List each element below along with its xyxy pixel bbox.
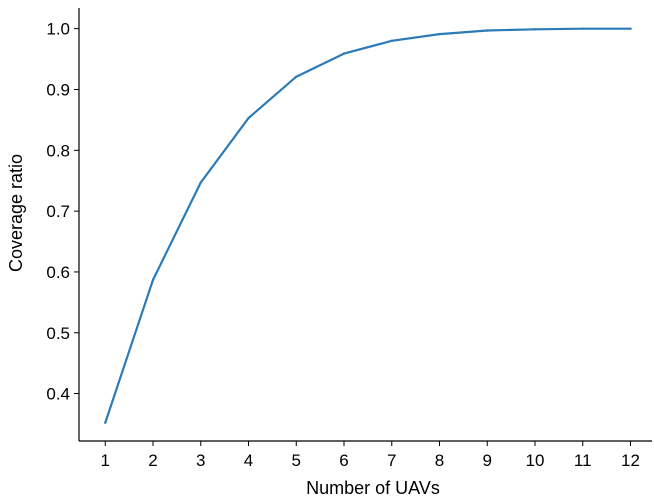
- y-tick-label: 0.8: [46, 141, 70, 160]
- data-point: [486, 29, 489, 32]
- data-point: [104, 421, 107, 424]
- x-tick-label: 1: [101, 451, 110, 470]
- data-point: [342, 52, 346, 55]
- x-tick-label: 9: [483, 451, 492, 470]
- y-tick-label: 1.0: [46, 20, 70, 39]
- y-axis-label: Coverage ratio: [6, 154, 26, 272]
- x-tick-label: 5: [292, 451, 301, 470]
- x-tick-label: 4: [244, 451, 253, 470]
- y-axis-ticks: 0.4 0.5 0.6 0.7 0.8 0.9 1.0: [46, 20, 79, 404]
- y-tick-label: 0.7: [46, 202, 70, 221]
- y-tick-label: 0.9: [46, 80, 70, 99]
- x-tick-label: 10: [526, 451, 545, 470]
- plot-area: [78, 8, 652, 442]
- data-point: [247, 116, 250, 120]
- x-tick-label: 11: [574, 451, 592, 470]
- x-tick-label: 12: [621, 451, 640, 470]
- data-point: [151, 278, 155, 282]
- series-line: [104, 27, 631, 424]
- x-tick-label: 6: [339, 451, 348, 470]
- data-point: [390, 39, 393, 43]
- data-point: [533, 28, 537, 31]
- x-axis-label: Number of UAVs: [306, 478, 440, 498]
- x-tick-label: 8: [435, 451, 444, 470]
- data-point: [438, 32, 441, 36]
- y-tick-label: 0.6: [46, 263, 70, 282]
- data-point: [199, 181, 202, 184]
- data-point: [581, 27, 584, 30]
- data-point: [629, 27, 632, 30]
- y-tick-label: 0.5: [46, 324, 70, 343]
- x-axis-ticks: 1 2 3 4 5 6 7 8 9 10 11 12: [101, 441, 640, 470]
- x-tick-label: 2: [148, 451, 157, 470]
- x-tick-label: 3: [196, 451, 205, 470]
- data-point: [295, 75, 298, 78]
- x-tick-label: 7: [387, 451, 396, 470]
- y-tick-label: 0.4: [46, 385, 70, 404]
